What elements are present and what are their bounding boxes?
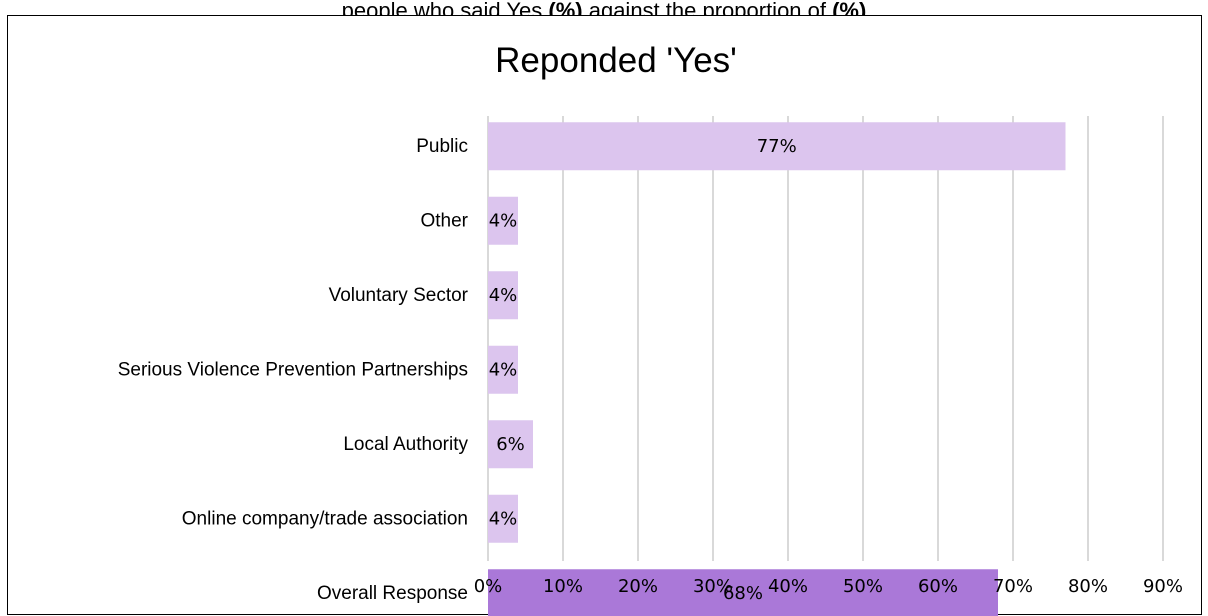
bar xyxy=(488,271,518,320)
data-label: 6% xyxy=(496,434,525,455)
x-tick-label: 90% xyxy=(1143,576,1183,597)
category-label: Voluntary Sector xyxy=(329,285,469,306)
data-label: 77% xyxy=(757,136,797,157)
x-tick-label: 20% xyxy=(618,576,658,597)
data-label: 4% xyxy=(489,210,518,231)
bar xyxy=(488,494,518,543)
bar xyxy=(488,122,1066,171)
x-tick-label: 50% xyxy=(843,576,883,597)
x-tick-label: 80% xyxy=(1068,576,1108,597)
category-label: Local Authority xyxy=(343,434,468,455)
gridlines xyxy=(487,116,1164,561)
data-label: 4% xyxy=(489,285,518,306)
bar-chart: Reponded 'Yes' 77% 4% 4% 4% 6% 4% 68% Public Ot… xyxy=(118,41,1183,616)
category-label: Public xyxy=(416,136,468,157)
category-label: Overall Response xyxy=(317,583,468,604)
bar xyxy=(488,345,518,394)
x-axis-tick-labels: 0% 10% 20% 30% 40% 50% 60% 70% 80% 90% xyxy=(474,576,1183,597)
category-label: Online company/trade association xyxy=(182,508,468,529)
x-tick-label: 70% xyxy=(993,576,1033,597)
bars: 77% 4% 4% 4% 6% 4% 68% xyxy=(488,122,1066,616)
x-tick-label: 30% xyxy=(693,576,733,597)
category-label: Serious Violence Prevention Partnerships xyxy=(118,359,468,380)
bar xyxy=(488,569,998,616)
bar xyxy=(488,196,518,245)
bar xyxy=(488,420,533,469)
data-label: 4% xyxy=(489,359,518,380)
category-labels: Public Other Voluntary Sector Serious Viole… xyxy=(118,136,469,604)
x-tick-label: 40% xyxy=(768,576,808,597)
x-tick-label: 60% xyxy=(918,576,958,597)
x-tick-label: 10% xyxy=(543,576,583,597)
category-label: Other xyxy=(420,210,468,231)
chart-title: Reponded 'Yes' xyxy=(495,41,737,80)
x-tick-label: 0% xyxy=(474,576,503,597)
data-label: 68% xyxy=(723,583,763,604)
data-label: 4% xyxy=(489,508,518,529)
chart-frame: Reponded 'Yes' 77% 4% 4% 4% 6% 4% 68% Public Ot… xyxy=(7,15,1202,616)
